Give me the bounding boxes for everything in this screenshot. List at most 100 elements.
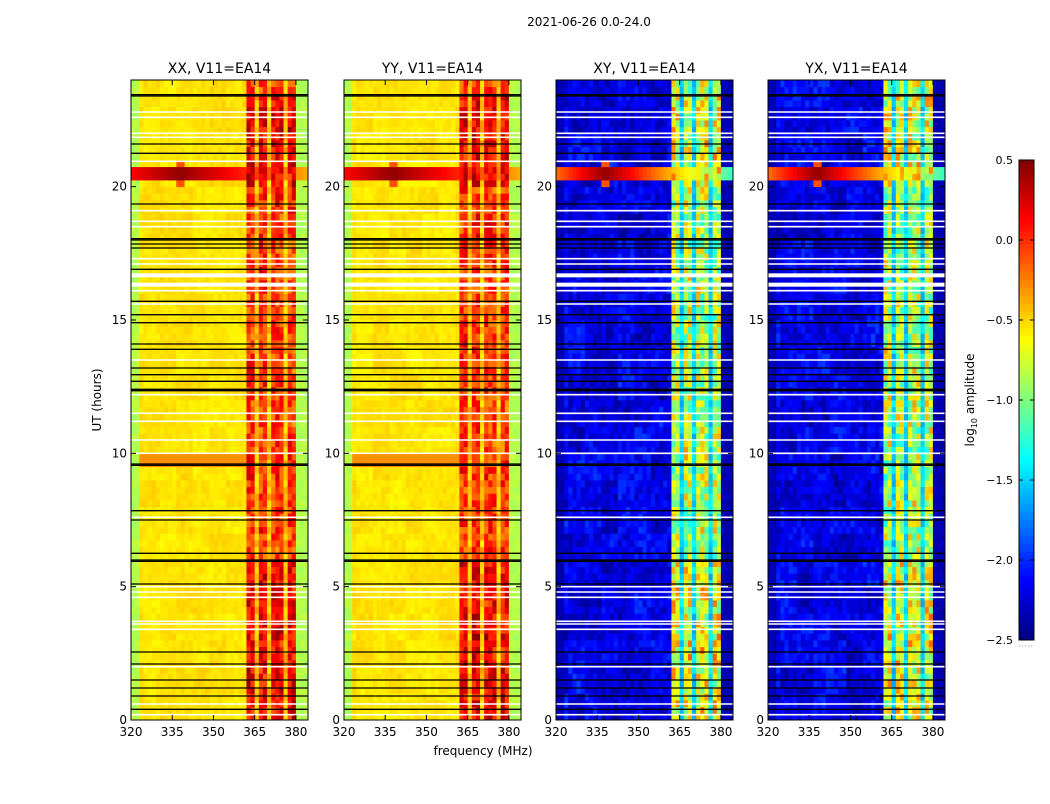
heatmap-cell	[213, 180, 218, 187]
heatmap-cell	[292, 120, 297, 127]
heatmap-cell	[288, 173, 293, 180]
heatmap-cell	[152, 547, 157, 554]
heatmap-cell	[201, 640, 206, 647]
heatmap-cell	[246, 527, 251, 534]
heatmap-cell	[193, 627, 198, 634]
heatmap-cell	[296, 607, 301, 614]
heatmap-cell	[242, 500, 247, 507]
heatmap-cell	[238, 640, 243, 647]
heatmap-cell	[275, 173, 280, 180]
heatmap-cell	[143, 320, 148, 327]
heatmap-cell	[209, 520, 214, 527]
heatmap-cell	[197, 400, 202, 407]
heatmap-cell	[168, 640, 173, 647]
heatmap-cell	[406, 647, 411, 654]
heatmap-cell	[205, 227, 210, 234]
heatmap-cell	[288, 493, 293, 500]
heatmap-cell	[185, 673, 190, 680]
heatmap-cell	[497, 627, 502, 634]
heatmap-cell	[230, 440, 235, 447]
heatmap-cell	[365, 640, 370, 647]
heatmap-cell	[259, 333, 264, 340]
heatmap-cell	[160, 567, 165, 574]
heatmap-cell	[406, 613, 411, 620]
heatmap-cell	[189, 293, 194, 300]
heatmap-cell	[513, 633, 518, 640]
heatmap-cell	[480, 647, 485, 654]
heatmap-cell	[156, 327, 161, 334]
heatmap-cell	[360, 680, 365, 687]
heatmap-cell	[193, 147, 198, 154]
heatmap-cell	[131, 400, 136, 407]
heatmap-cell	[135, 493, 140, 500]
heatmap-cell	[267, 100, 272, 107]
heatmap-cell	[426, 647, 431, 654]
heatmap-cell	[143, 567, 148, 574]
heatmap-cell	[356, 680, 361, 687]
heatmap-cell	[513, 693, 518, 700]
heatmap-cell	[143, 333, 148, 340]
heatmap-cell	[255, 707, 260, 714]
heatmap-cell	[135, 400, 140, 407]
heatmap-cell	[226, 193, 231, 200]
heatmap-cell	[172, 427, 177, 434]
heatmap-cell	[168, 453, 173, 460]
heatmap-cell	[251, 347, 256, 354]
heatmap-cell	[468, 680, 473, 687]
heatmap-cell	[377, 607, 382, 614]
heatmap-cell	[480, 627, 485, 634]
heatmap-cell	[147, 100, 152, 107]
heatmap-cell	[230, 147, 235, 154]
heatmap-cell	[455, 647, 460, 654]
heatmap-cell	[152, 413, 157, 420]
heatmap-cell	[164, 553, 169, 560]
heatmap-cell	[218, 693, 223, 700]
heatmap-cell	[201, 413, 206, 420]
heatmap-cell	[251, 307, 256, 314]
heatmap-cell	[468, 627, 473, 634]
heatmap-cell	[156, 473, 161, 480]
heatmap-cell	[242, 87, 247, 94]
heatmap-cell	[275, 213, 280, 220]
heatmap-cell	[464, 633, 469, 640]
heatmap-cell	[185, 427, 190, 434]
heatmap-cell	[156, 673, 161, 680]
heatmap-cell	[205, 553, 210, 560]
heatmap-cell	[373, 707, 378, 714]
heatmap-cell	[226, 187, 231, 194]
heatmap-cell	[139, 480, 144, 487]
heatmap-cell	[279, 320, 284, 327]
heatmap-cell	[259, 500, 264, 507]
heatmap-cell	[135, 500, 140, 507]
heatmap-cell	[226, 333, 231, 340]
heatmap-cell	[180, 333, 185, 340]
heatmap-cell	[275, 87, 280, 94]
heatmap-cell	[292, 480, 297, 487]
heatmap-cell	[180, 293, 185, 300]
heatmap-cell	[238, 227, 243, 234]
heatmap-cell	[193, 187, 198, 194]
heatmap-cell	[168, 327, 173, 334]
heatmap-cell	[135, 707, 140, 714]
heatmap-cell	[172, 167, 177, 174]
heatmap-cell	[160, 667, 165, 674]
heatmap-cell	[160, 640, 165, 647]
heatmap-cell	[230, 647, 235, 654]
heatmap-cell	[222, 500, 227, 507]
heatmap-cell	[246, 633, 251, 640]
heatmap-cell	[176, 233, 181, 240]
heatmap-cell	[180, 527, 185, 534]
heatmap-cell	[185, 547, 190, 554]
heatmap-cell	[168, 487, 173, 494]
heatmap-cell	[234, 647, 239, 654]
heatmap-cell	[263, 80, 268, 87]
heatmap-cell	[193, 213, 198, 220]
heatmap-cell	[255, 120, 260, 127]
heatmap-cell	[230, 120, 235, 127]
heatmap-cell	[218, 307, 223, 314]
heatmap-cell	[377, 627, 382, 634]
heatmap-cell	[143, 173, 148, 180]
heatmap-cell	[267, 520, 272, 527]
heatmap-cell	[365, 647, 370, 654]
heatmap-cell	[230, 193, 235, 200]
